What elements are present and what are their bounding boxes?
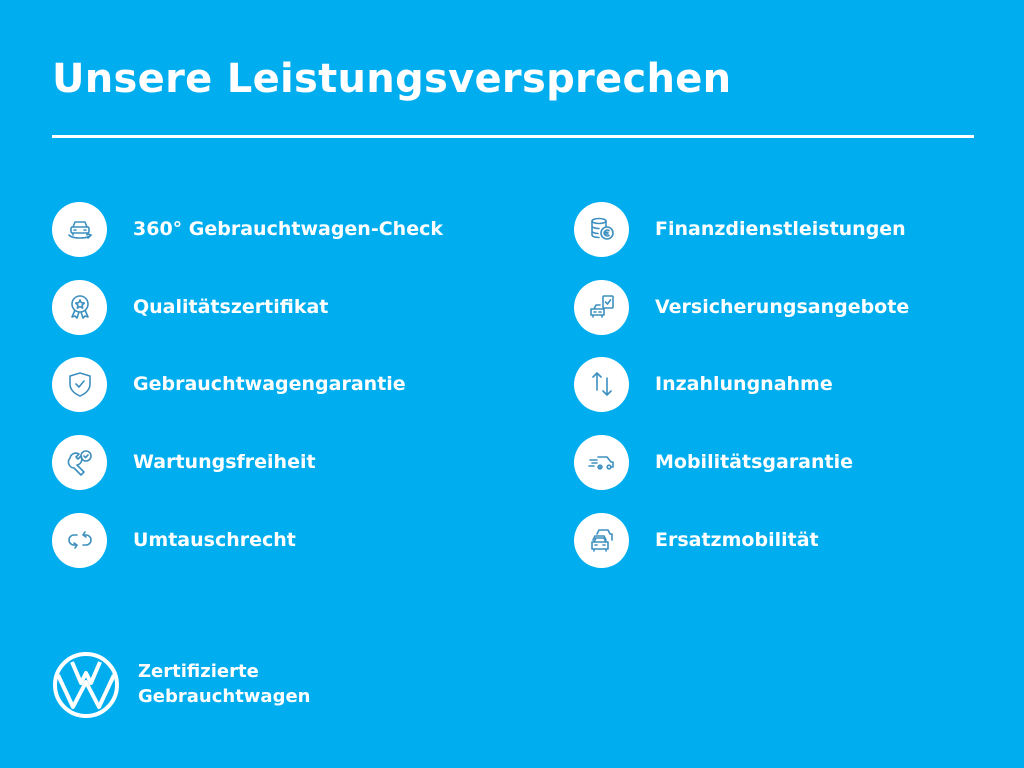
moving-car-icon bbox=[574, 434, 629, 490]
feature-item: Qualitätszertifikat bbox=[52, 279, 328, 335]
feature-label: Inzahlungnahme bbox=[655, 373, 833, 395]
feature-item: 360° Gebrauchtwagen-Check bbox=[52, 201, 443, 257]
feature-item: Wartungsfreiheit bbox=[52, 434, 316, 490]
feature-label: Ersatzmobilität bbox=[655, 529, 819, 551]
tagline-line2: Gebrauchtwagen bbox=[138, 686, 311, 707]
feature-item: Versicherungsangebote bbox=[574, 279, 909, 335]
shield-check-icon bbox=[52, 356, 107, 412]
cars-stack-icon bbox=[574, 512, 629, 568]
feature-label: Umtauschrecht bbox=[133, 529, 296, 551]
feature-label: Gebrauchtwagengarantie bbox=[133, 373, 406, 395]
feature-label: Mobilitätsgarantie bbox=[655, 451, 854, 473]
tagline-line1: Zertifizierte bbox=[138, 661, 259, 682]
car-360-icon bbox=[52, 201, 107, 257]
feature-item: Ersatzmobilität bbox=[574, 512, 819, 568]
feature-label: Versicherungsangebote bbox=[655, 296, 910, 318]
wrench-check-icon bbox=[52, 434, 107, 490]
feature-item: Gebrauchtwagengarantie bbox=[52, 356, 406, 412]
feature-item: Inzahlungnahme bbox=[574, 356, 833, 412]
car-document-icon bbox=[574, 279, 629, 335]
feature-label: Wartungsfreiheit bbox=[133, 451, 316, 473]
exchange-arrows-icon bbox=[52, 512, 107, 568]
feature-item: Finanzdienstleistungen bbox=[574, 201, 906, 257]
vw-logo bbox=[53, 652, 119, 718]
coins-euro-icon bbox=[574, 201, 629, 257]
feature-item: Mobilitätsgarantie bbox=[574, 434, 853, 490]
up-down-arrows-icon bbox=[574, 356, 629, 412]
page-title: Unsere Leistungsversprechen bbox=[52, 56, 732, 102]
feature-label: 360° Gebrauchtwagen-Check bbox=[133, 218, 443, 240]
feature-label: Qualitätszertifikat bbox=[133, 296, 329, 318]
award-ribbon-icon bbox=[52, 279, 107, 335]
divider bbox=[52, 135, 974, 138]
brand-tagline: Zertifizierte Gebrauchtwagen bbox=[138, 659, 310, 709]
feature-label: Finanzdienstleistungen bbox=[655, 218, 906, 240]
feature-item: Umtauschrecht bbox=[52, 512, 296, 568]
